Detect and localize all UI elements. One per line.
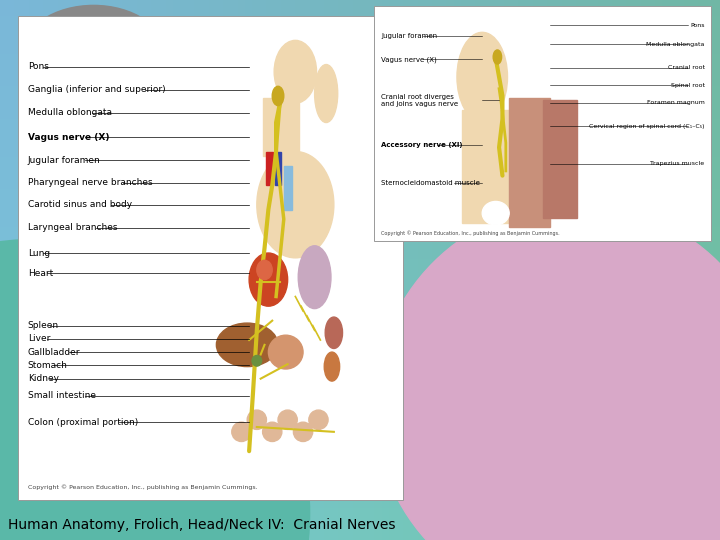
Ellipse shape — [269, 335, 303, 369]
Circle shape — [0, 239, 310, 540]
Ellipse shape — [274, 40, 317, 103]
Text: Jugular foramen: Jugular foramen — [381, 33, 437, 39]
Ellipse shape — [278, 410, 297, 429]
Text: Sternocleidomastoid muscle: Sternocleidomastoid muscle — [381, 180, 480, 186]
Text: Carotid sinus and body: Carotid sinus and body — [27, 200, 132, 209]
FancyBboxPatch shape — [374, 6, 711, 241]
Ellipse shape — [249, 253, 288, 306]
Text: Spleen: Spleen — [27, 321, 59, 330]
Ellipse shape — [309, 410, 328, 429]
Text: Copyright © Pearson Education, Inc., publishing as Benjamin Cummings.: Copyright © Pearson Education, Inc., pub… — [381, 230, 559, 235]
Ellipse shape — [315, 65, 338, 123]
FancyBboxPatch shape — [18, 16, 403, 500]
Ellipse shape — [325, 317, 343, 348]
Text: Pons: Pons — [690, 23, 705, 28]
Ellipse shape — [247, 410, 266, 429]
Text: Spinal root: Spinal root — [670, 83, 705, 87]
Text: Kidney: Kidney — [27, 374, 58, 383]
Text: Laryngeal branches: Laryngeal branches — [27, 224, 117, 232]
Ellipse shape — [257, 152, 334, 258]
Text: Foramen magnum: Foramen magnum — [647, 100, 705, 105]
Text: Heart: Heart — [27, 269, 53, 278]
FancyBboxPatch shape — [462, 110, 509, 222]
Circle shape — [374, 204, 720, 540]
FancyBboxPatch shape — [509, 98, 549, 227]
Ellipse shape — [294, 422, 312, 442]
Text: Vagus nerve (X): Vagus nerve (X) — [381, 56, 437, 63]
Ellipse shape — [257, 260, 272, 280]
Text: Jugular foramen: Jugular foramen — [27, 156, 100, 165]
Ellipse shape — [263, 422, 282, 442]
Ellipse shape — [217, 323, 278, 367]
Text: Gallbladder: Gallbladder — [27, 348, 80, 356]
Text: Accessory nerve (XI): Accessory nerve (XI) — [381, 142, 463, 148]
FancyBboxPatch shape — [284, 166, 292, 210]
Text: Copyright © Pearson Education, Inc., publishing as Benjamin Cummings.: Copyright © Pearson Education, Inc., pub… — [27, 484, 257, 490]
Text: Ganglia (inferior and superior): Ganglia (inferior and superior) — [27, 85, 166, 94]
Text: Cranial root diverges
and joins vagus nerve: Cranial root diverges and joins vagus ne… — [381, 94, 458, 107]
Text: Liver: Liver — [27, 334, 50, 343]
Ellipse shape — [272, 86, 284, 106]
Text: Human Anatomy, Frolich, Head/Neck IV:  Cranial Nerves: Human Anatomy, Frolich, Head/Neck IV: Cr… — [8, 518, 395, 532]
FancyBboxPatch shape — [263, 98, 300, 157]
Text: Small intestine: Small intestine — [27, 391, 96, 400]
Text: Cervical region of spinal cord (C₁–C₅): Cervical region of spinal cord (C₁–C₅) — [589, 124, 705, 129]
FancyBboxPatch shape — [543, 100, 577, 218]
Text: Stomach: Stomach — [27, 361, 68, 370]
Text: Pons: Pons — [27, 63, 48, 71]
FancyBboxPatch shape — [275, 152, 281, 185]
Ellipse shape — [252, 355, 261, 366]
Ellipse shape — [232, 422, 251, 442]
Ellipse shape — [493, 50, 502, 64]
Text: Cranial root: Cranial root — [667, 65, 705, 70]
Ellipse shape — [22, 5, 166, 103]
Text: Lung: Lung — [27, 248, 50, 258]
FancyBboxPatch shape — [266, 152, 274, 185]
Text: Medulla oblongata: Medulla oblongata — [27, 109, 112, 117]
Ellipse shape — [324, 352, 340, 381]
Ellipse shape — [457, 32, 508, 122]
Ellipse shape — [298, 246, 331, 308]
Ellipse shape — [482, 201, 509, 225]
Text: Colon (proximal portion): Colon (proximal portion) — [27, 417, 138, 427]
Text: Medulla oblongata: Medulla oblongata — [647, 42, 705, 46]
Text: Trapezius muscle: Trapezius muscle — [650, 161, 705, 166]
Text: Pharyngeal nerve branches: Pharyngeal nerve branches — [27, 178, 152, 187]
Text: Vagus nerve (X): Vagus nerve (X) — [27, 132, 109, 141]
